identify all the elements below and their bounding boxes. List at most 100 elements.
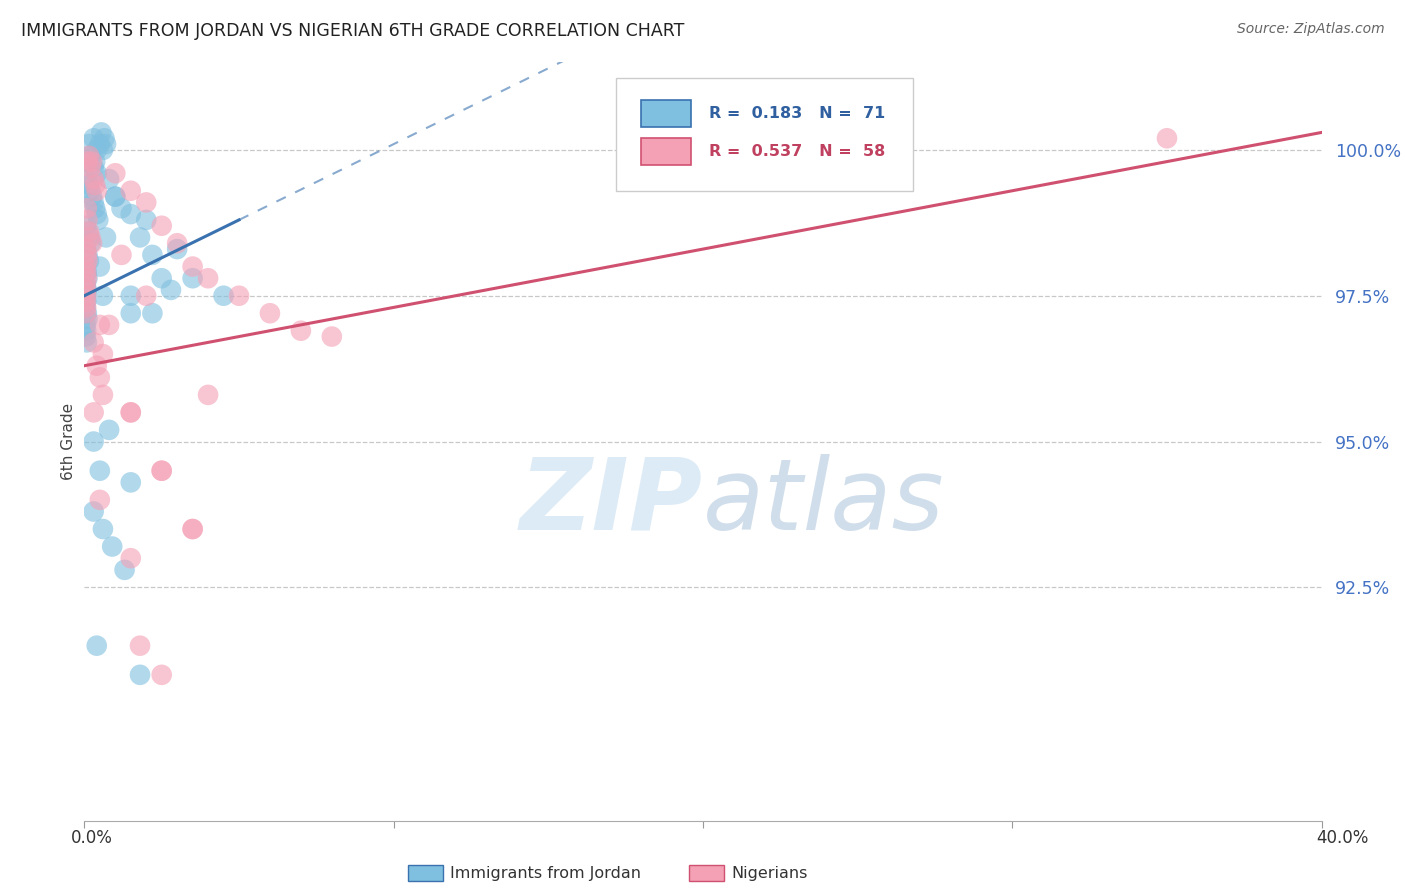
Point: [83, 504, 105, 518]
Point: [84, 178, 107, 192]
FancyBboxPatch shape: [616, 78, 914, 191]
Point: [76, 172, 98, 186]
Point: [76, 248, 98, 262]
Point: [120, 184, 142, 198]
Point: [197, 388, 219, 402]
Point: [94, 137, 117, 152]
Point: [86, 639, 108, 653]
Point: [75, 219, 97, 233]
Point: [160, 283, 183, 297]
Point: [104, 166, 127, 180]
Point: [77, 230, 100, 244]
Point: [86, 359, 108, 373]
Point: [135, 213, 157, 227]
Point: [166, 242, 188, 256]
Point: [89, 260, 111, 274]
Point: [91, 143, 114, 157]
Point: [79, 184, 101, 198]
Point: [76, 271, 98, 285]
Point: [77, 137, 100, 152]
Point: [141, 306, 163, 320]
Point: [181, 260, 204, 274]
Point: [120, 306, 142, 320]
Point: [89, 492, 111, 507]
Point: [75, 265, 97, 279]
Point: [129, 230, 152, 244]
Y-axis label: 6th Grade: 6th Grade: [60, 403, 76, 480]
Point: [77, 253, 100, 268]
Point: [98, 423, 121, 437]
Point: [79, 236, 101, 251]
Point: [94, 230, 117, 244]
Point: [83, 131, 105, 145]
Point: [75, 242, 97, 256]
Point: [83, 195, 105, 210]
Point: [101, 540, 124, 554]
Point: [150, 464, 173, 478]
Point: [87, 213, 110, 227]
Point: [129, 639, 152, 653]
Point: [79, 161, 101, 175]
Text: 0.0%: 0.0%: [70, 829, 112, 847]
Point: [75, 294, 97, 309]
Point: [150, 668, 173, 682]
Point: [82, 189, 104, 203]
Point: [135, 289, 157, 303]
Point: [77, 154, 100, 169]
Point: [104, 189, 127, 203]
Point: [259, 306, 281, 320]
Point: [120, 289, 142, 303]
Point: [76, 154, 98, 169]
Point: [77, 178, 100, 192]
Point: [89, 464, 111, 478]
Point: [1156, 131, 1178, 145]
Point: [76, 225, 98, 239]
Text: Source: ZipAtlas.com: Source: ZipAtlas.com: [1237, 22, 1385, 37]
Point: [75, 301, 97, 315]
Point: [86, 143, 108, 157]
Point: [86, 184, 108, 198]
Point: [82, 236, 104, 251]
Point: [89, 318, 111, 332]
Point: [91, 347, 114, 361]
Point: [76, 213, 98, 227]
Point: [120, 551, 142, 566]
Point: [76, 335, 98, 350]
Point: [150, 464, 173, 478]
Point: [181, 522, 204, 536]
Point: [77, 225, 100, 239]
Point: [110, 201, 132, 215]
FancyBboxPatch shape: [641, 138, 690, 165]
Point: [692, 172, 714, 186]
Point: [110, 248, 132, 262]
Point: [91, 289, 114, 303]
Point: [76, 201, 98, 215]
Point: [141, 248, 163, 262]
Point: [150, 219, 173, 233]
Point: [83, 172, 105, 186]
Text: Immigrants from Jordan: Immigrants from Jordan: [450, 866, 641, 880]
FancyBboxPatch shape: [641, 101, 690, 127]
Point: [84, 201, 107, 215]
Point: [75, 277, 97, 291]
Point: [89, 370, 111, 384]
Point: [76, 265, 98, 279]
Point: [76, 271, 98, 285]
Point: [75, 324, 97, 338]
Point: [135, 195, 157, 210]
Point: [79, 149, 101, 163]
Point: [75, 260, 97, 274]
Point: [181, 522, 204, 536]
Point: [120, 475, 142, 490]
Point: [76, 253, 98, 268]
Point: [76, 248, 98, 262]
Point: [86, 207, 108, 221]
Text: R =  0.183   N =  71: R = 0.183 N = 71: [709, 106, 886, 120]
Point: [98, 318, 121, 332]
Point: [83, 405, 105, 419]
Point: [75, 306, 97, 320]
Point: [77, 149, 100, 163]
Point: [91, 388, 114, 402]
Point: [212, 289, 235, 303]
Point: [129, 668, 152, 682]
